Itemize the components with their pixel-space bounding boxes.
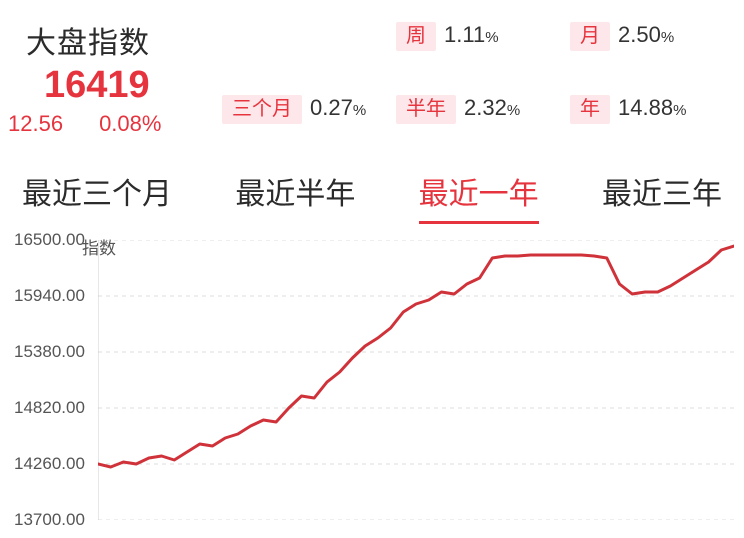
index-change-row: 12.56 0.08% [8,111,216,137]
y-tick-label: 14820.00 [14,398,85,418]
index-summary: 大盘指数 16419 12.56 0.08% [26,18,216,137]
period-month[interactable]: 月 2.50% [570,22,726,65]
line-chart [98,240,734,520]
y-tick-label: 16500.00 [14,230,85,250]
index-title: 大盘指数 [26,18,216,62]
period-year[interactable]: 年 14.88% [570,95,726,138]
change-absolute: 12.56 [8,111,63,137]
y-tick-label: 13700.00 [14,510,85,530]
tab-1y[interactable]: 最近一年 [419,169,539,224]
period-half-year[interactable]: 半年 2.32% [396,95,552,138]
change-percent: 0.08% [99,111,161,137]
chart-area: 指数 16500.0015940.0015380.0014820.0014260… [0,230,744,530]
period-value: 2.50% [618,22,674,48]
range-tabs: 最近三个月 最近半年 最近一年 最近三年 [0,141,744,224]
tab-3y[interactable]: 最近三年 [602,169,722,224]
period-grid: 周 1.11% 月 2.50% 三个月 0.27% 半年 2.32% 年 14.… [216,18,734,137]
period-tag: 三个月 [222,95,302,124]
period-tag: 月 [570,22,610,51]
period-value: 14.88% [618,95,686,121]
period-3m[interactable]: 三个月 0.27% [222,95,378,138]
period-week[interactable]: 周 1.11% [396,22,552,65]
period-value: 0.27% [310,95,366,121]
period-value: 2.32% [464,95,520,121]
period-tag: 周 [396,22,436,51]
y-tick-label: 14260.00 [14,454,85,474]
header-block: 大盘指数 16419 12.56 0.08% 周 1.11% 月 2.50% 三… [0,0,744,141]
tab-3m[interactable]: 最近三个月 [22,169,172,224]
period-value: 1.11% [444,22,499,48]
y-tick-label: 15940.00 [14,286,85,306]
y-tick-label: 15380.00 [14,342,85,362]
period-tag: 年 [570,95,610,124]
tab-6m[interactable]: 最近半年 [235,169,355,224]
period-tag: 半年 [396,95,456,124]
index-value: 16419 [44,64,216,107]
